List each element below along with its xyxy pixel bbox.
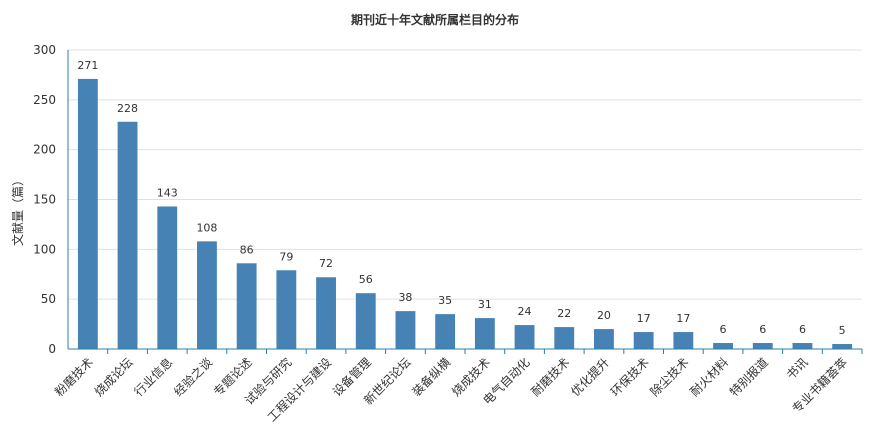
data-label: 31	[478, 298, 492, 311]
bar	[157, 206, 178, 349]
data-label: 143	[157, 186, 178, 199]
data-label: 22	[557, 307, 571, 320]
data-label: 56	[359, 273, 373, 286]
bar	[752, 343, 773, 349]
data-label: 17	[637, 312, 651, 325]
bar	[713, 343, 733, 349]
x-tick-label: 经验之谈	[171, 355, 216, 400]
y-axis-label: 文献量（篇）	[10, 174, 25, 246]
bar	[594, 329, 614, 349]
y-tick-label: 0	[48, 342, 56, 356]
data-label: 20	[597, 309, 611, 322]
data-label: 108	[196, 221, 217, 234]
bar	[77, 78, 98, 350]
x-tick-label: 粉磨技术	[52, 355, 96, 399]
x-tick-label: 装备纵横	[409, 355, 453, 399]
data-label: 6	[759, 323, 766, 336]
bar	[514, 325, 535, 349]
data-label: 86	[240, 243, 254, 256]
data-label: 24	[518, 305, 532, 318]
bar	[474, 318, 495, 349]
y-tick-label: 250	[33, 93, 56, 107]
data-label: 228	[117, 102, 138, 115]
data-label: 6	[720, 323, 727, 336]
y-tick-label: 200	[33, 143, 56, 157]
data-labels: 271 228 143 108 86 79 72 56 38 35 31 24 22 20 17 17 6 6 6 5	[77, 59, 845, 337]
gridlines	[68, 49, 862, 300]
bar	[832, 344, 853, 349]
x-tick-label: 耐火材料	[687, 355, 731, 399]
x-tick-label: 特别报道	[726, 355, 771, 400]
data-label: 72	[319, 257, 333, 270]
bar	[633, 332, 654, 349]
bar	[395, 311, 416, 349]
y-tick-label: 150	[33, 193, 56, 207]
bar	[355, 293, 376, 349]
y-tick-label: 100	[33, 242, 56, 256]
bars	[77, 78, 853, 350]
chart-title: 期刊近十年文献所属栏目的分布	[351, 12, 519, 27]
x-tick-label: 行业信息	[131, 355, 176, 400]
y-axis-ticks: 0 50 100 150 200 250 300	[33, 43, 56, 356]
bar	[673, 332, 694, 349]
bar	[435, 314, 456, 349]
data-label: 38	[398, 291, 412, 304]
data-label: 79	[279, 250, 293, 263]
bar	[316, 277, 336, 349]
data-label: 6	[799, 323, 806, 336]
data-label: 271	[77, 59, 98, 72]
x-tick-label: 烧成论坛	[92, 355, 136, 399]
x-tick-label: 环保技术	[608, 355, 652, 399]
bar	[792, 343, 813, 349]
x-tick-label: 优化提升	[568, 355, 613, 400]
x-tick-label: 书讯	[784, 355, 811, 382]
x-tick-label: 除尘技术	[647, 355, 692, 400]
x-axis-ticks: 粉磨技术烧成论坛行业信息经验之谈专题论述试验与研究工程设计与建设设备管理新世纪论…	[52, 349, 863, 425]
x-tick-label: 耐磨技术	[529, 355, 573, 399]
data-label: 35	[438, 294, 452, 307]
bar	[554, 327, 575, 349]
bar	[236, 263, 257, 349]
bar	[197, 241, 217, 349]
y-tick-label: 50	[41, 292, 56, 306]
bar	[276, 270, 297, 349]
data-label: 5	[839, 324, 846, 337]
y-tick-label: 300	[33, 43, 56, 57]
bar	[117, 121, 138, 349]
data-label: 17	[676, 312, 690, 325]
